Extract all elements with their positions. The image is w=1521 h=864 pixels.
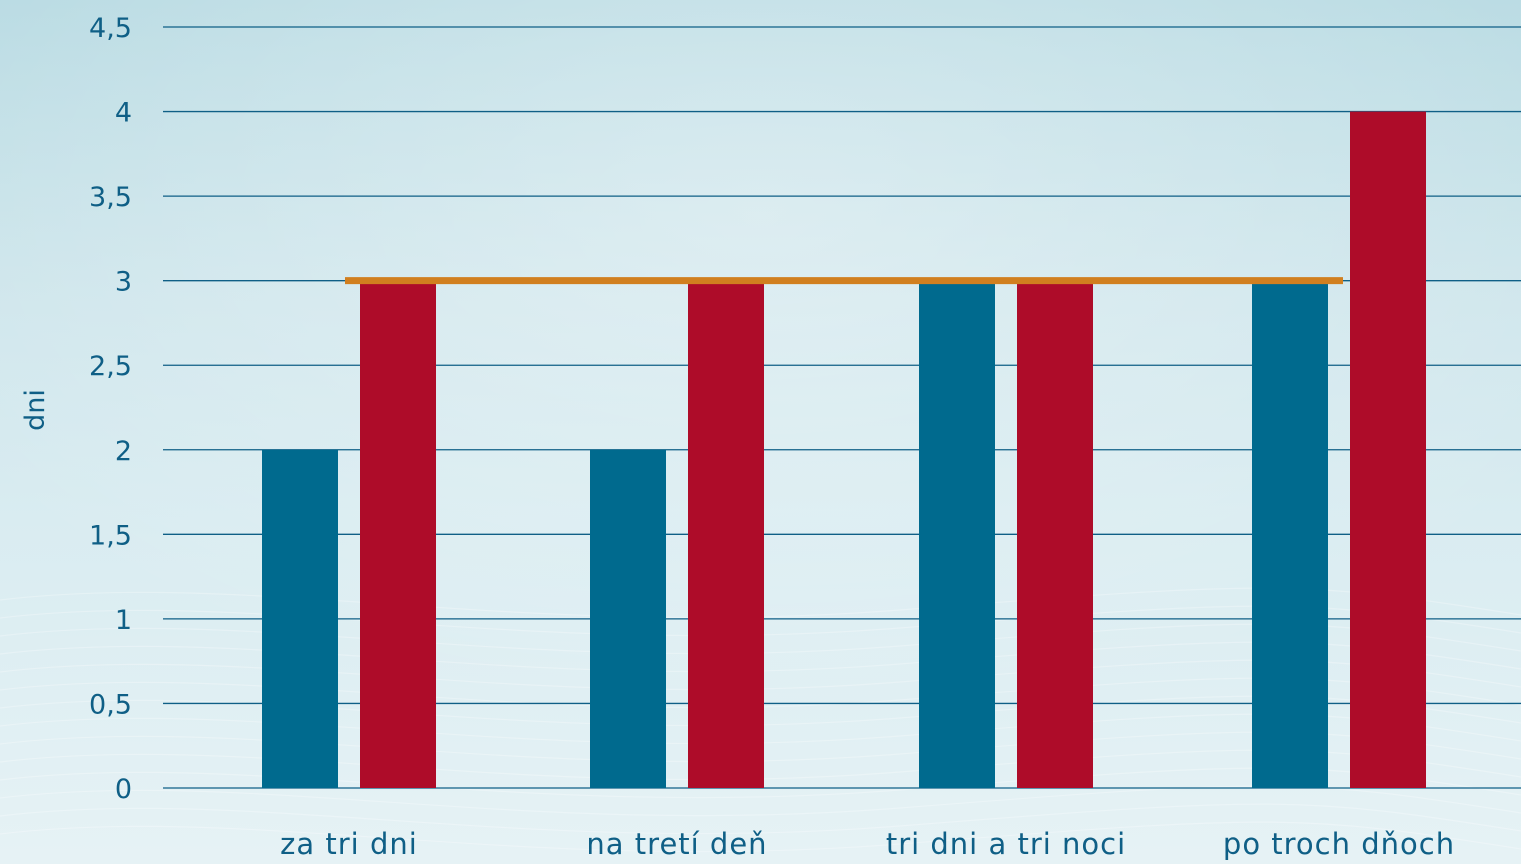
- wave-line: [0, 659, 1521, 691]
- y-tick-label: 2,5: [89, 351, 132, 382]
- wave-line: [0, 695, 1521, 727]
- x-axis-categories: za tri dni na tretí deň tri dni a tri noci…: [280, 827, 1455, 861]
- bar: [1017, 280, 1093, 788]
- x-category-label: tri dni a tri noci: [886, 827, 1126, 861]
- bar: [262, 449, 338, 788]
- y-tick-label: 1,5: [89, 520, 132, 551]
- y-axis-label: dni: [20, 389, 51, 431]
- wave-line: [0, 641, 1521, 673]
- bar: [1350, 111, 1426, 789]
- wave-line: [0, 587, 1521, 619]
- wave-line: [0, 623, 1521, 655]
- y-tick-label: 1: [115, 605, 132, 636]
- wave-line: [0, 803, 1521, 835]
- y-axis-ticks: 0 0,5 1 1,5 2 2,5 3 3,5 4 4,5: [89, 13, 132, 805]
- decorative-wave-lines: [0, 587, 1521, 853]
- y-tick-label: 2: [115, 436, 132, 467]
- y-tick-label: 3,5: [89, 182, 132, 213]
- x-category-label: za tri dni: [280, 827, 418, 861]
- wave-line: [0, 767, 1521, 799]
- wave-line: [0, 605, 1521, 637]
- y-tick-label: 4,5: [89, 13, 132, 44]
- x-category-label: na tretí deň: [586, 827, 767, 861]
- y-tick-label: 0: [115, 774, 132, 805]
- bar: [360, 280, 436, 788]
- wave-line: [0, 677, 1521, 709]
- y-tick-label: 4: [115, 98, 132, 129]
- bar: [1252, 280, 1328, 788]
- wave-line: [0, 749, 1521, 781]
- wave-line: [0, 713, 1521, 745]
- wave-line: [0, 821, 1521, 853]
- bar: [919, 280, 995, 788]
- bars: [262, 111, 1426, 789]
- y-tick-label: 0,5: [89, 689, 132, 720]
- y-tick-label: 3: [115, 267, 132, 298]
- wave-line: [0, 731, 1521, 763]
- bar: [688, 280, 764, 788]
- x-category-label: po troch dňoch: [1223, 827, 1455, 861]
- bar: [590, 449, 666, 788]
